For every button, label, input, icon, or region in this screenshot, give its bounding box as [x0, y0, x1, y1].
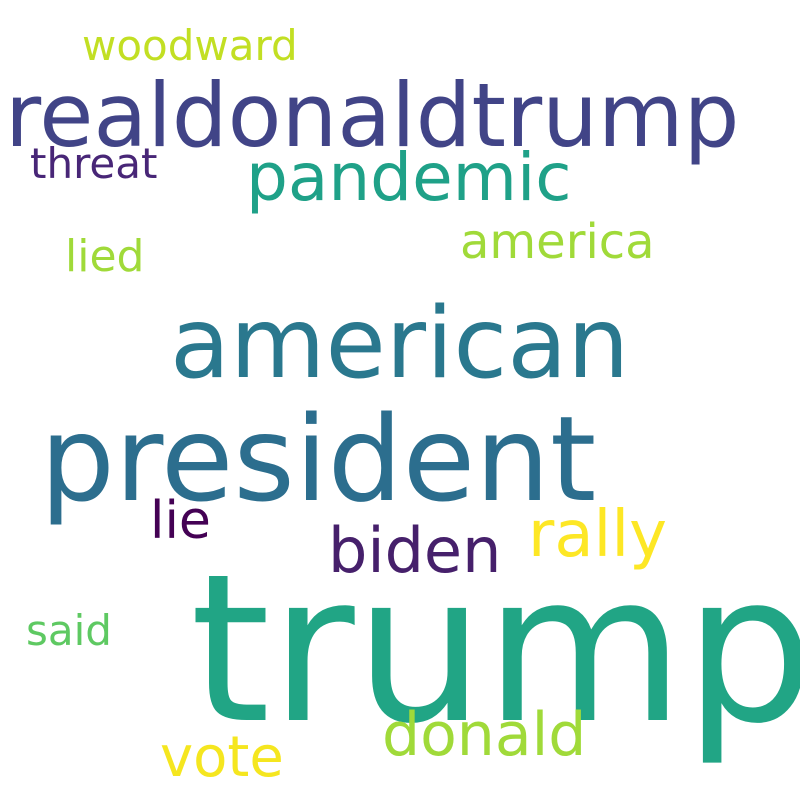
word-lie: lie: [150, 491, 211, 551]
word-realdonaldtrump: realdonaldtrump: [5, 64, 740, 167]
word-lied: lied: [65, 231, 145, 282]
word-trump: trump: [190, 531, 800, 769]
word-woodward: woodward: [82, 21, 298, 70]
word-vote: vote: [160, 725, 284, 790]
word-said: said: [26, 606, 112, 655]
word-threat: threat: [30, 139, 158, 188]
word-america: america: [460, 214, 655, 270]
word-american: american: [170, 287, 630, 401]
word-president: president: [40, 390, 597, 528]
word-donald: donald: [382, 700, 587, 770]
word-biden: biden: [328, 514, 502, 587]
word-rally: rally: [528, 498, 667, 572]
word-pandemic: pandemic: [246, 139, 572, 216]
